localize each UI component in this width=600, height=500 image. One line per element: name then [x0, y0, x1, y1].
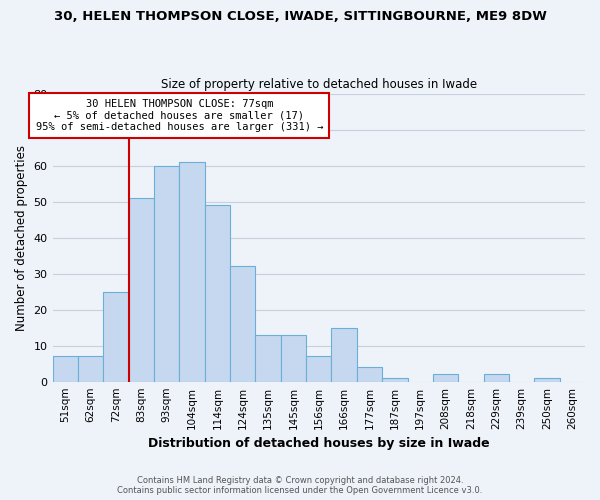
Bar — [433, 374, 458, 382]
Bar — [78, 356, 103, 382]
Bar — [154, 166, 179, 382]
Bar — [103, 292, 128, 382]
Bar — [205, 205, 230, 382]
Text: Contains HM Land Registry data © Crown copyright and database right 2024.
Contai: Contains HM Land Registry data © Crown c… — [118, 476, 482, 495]
Y-axis label: Number of detached properties: Number of detached properties — [15, 144, 28, 330]
X-axis label: Distribution of detached houses by size in Iwade: Distribution of detached houses by size … — [148, 437, 490, 450]
Bar — [534, 378, 560, 382]
Bar — [179, 162, 205, 382]
Bar — [281, 335, 306, 382]
Bar — [382, 378, 407, 382]
Text: 30 HELEN THOMPSON CLOSE: 77sqm
← 5% of detached houses are smaller (17)
95% of s: 30 HELEN THOMPSON CLOSE: 77sqm ← 5% of d… — [35, 99, 323, 132]
Bar — [306, 356, 331, 382]
Text: 30, HELEN THOMPSON CLOSE, IWADE, SITTINGBOURNE, ME9 8DW: 30, HELEN THOMPSON CLOSE, IWADE, SITTING… — [53, 10, 547, 23]
Bar — [331, 328, 357, 382]
Bar — [357, 368, 382, 382]
Bar — [128, 198, 154, 382]
Bar — [53, 356, 78, 382]
Bar — [484, 374, 509, 382]
Bar — [256, 335, 281, 382]
Title: Size of property relative to detached houses in Iwade: Size of property relative to detached ho… — [161, 78, 477, 91]
Bar — [230, 266, 256, 382]
